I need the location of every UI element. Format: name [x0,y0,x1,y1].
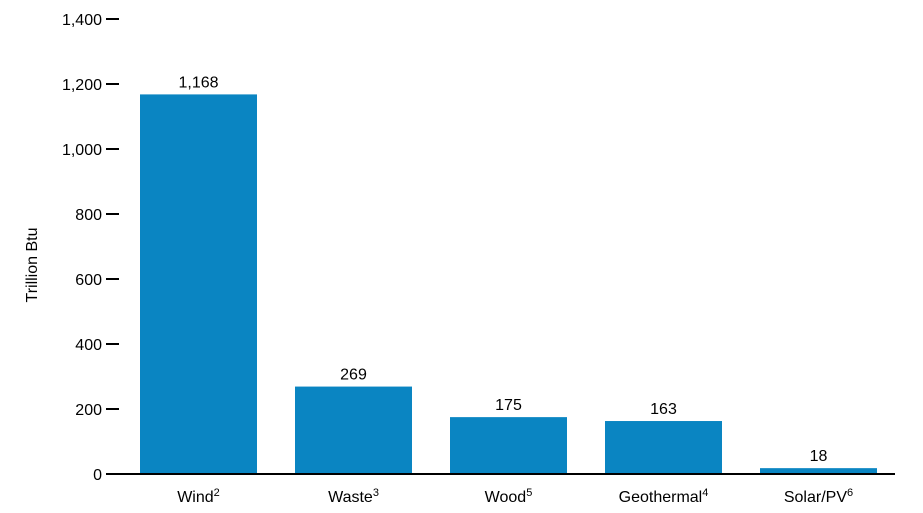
bars: 1,168 269 175 163 18 [140,74,877,475]
data-label: 18 [810,448,828,465]
x-axis: Wind2 Waste3 Wood5 Geothermal4 Solar/PV6 [177,487,853,506]
y-axis-title: Trillion Btu [24,228,41,303]
y-tick-label: 1,000 [62,142,102,159]
x-tick-label: Wood5 [485,487,533,506]
bar-geothermal [605,421,722,474]
y-tick-label: 0 [93,467,102,484]
x-tick-label: Geothermal4 [619,487,709,506]
data-label: 163 [650,401,677,418]
y-tick-label: 1,200 [62,77,102,94]
y-tick-label: 800 [75,207,102,224]
data-label: 269 [340,367,367,384]
x-tick-label: Wind2 [177,487,220,506]
y-tick-label: 600 [75,272,102,289]
data-label: 175 [495,397,522,414]
bar-wood [450,417,567,474]
bar-waste [295,386,412,474]
y-tick-label: 1,400 [62,12,102,29]
data-label: 1,168 [178,74,218,91]
y-tick-label: 200 [75,402,102,419]
y-axis: 0 200 400 600 800 1,000 1,200 1,400 [62,12,119,484]
bar-solar-pv [760,468,877,474]
x-tick-label: Solar/PV6 [784,487,853,506]
bar-wind [140,94,257,475]
y-tick-label: 400 [75,337,102,354]
x-tick-label: Waste3 [328,487,379,506]
